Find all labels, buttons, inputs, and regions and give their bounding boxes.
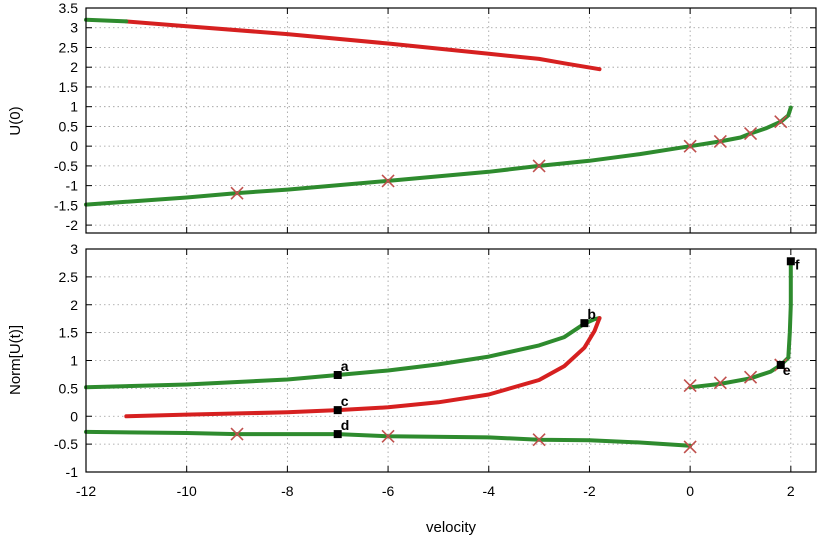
top-y-tick-label: -2 (66, 217, 79, 233)
bottom-plot-frame (85, 248, 817, 473)
bottom-cross-marker (230, 427, 244, 441)
point-marker-d (333, 430, 342, 439)
point-label-a: a (341, 358, 349, 374)
top-panel: -2 -1.5 -1 -0.5 0 0.5 1 1.5 2 2.5 3 3.5 (54, 0, 817, 234)
bottom-x-tick-label: -8 (281, 483, 294, 499)
point-label-b: b (587, 306, 596, 322)
bottom-y-tick-label: 2 (70, 297, 78, 313)
bottom-y-axis-label: Norm[U(t)] (7, 325, 24, 395)
bottom-y-tick-label: 3 (70, 241, 78, 257)
bottom-x-tick-label: 2 (787, 483, 795, 499)
bottom-x-tick-label: -2 (583, 483, 596, 499)
bottom-y-tick-label: 2.5 (59, 269, 79, 285)
top-series-line-1 (84, 17, 129, 24)
x-axis-label: velocity (426, 519, 477, 536)
top-y-tick-label: -1.5 (54, 197, 78, 213)
top-y-tick-label: 3 (70, 20, 78, 36)
top-y-tick-label: 2.5 (59, 39, 79, 55)
top-cross-marker (381, 174, 395, 188)
top-cross-marker (743, 126, 758, 141)
top-y-tick-label: 1.5 (59, 79, 79, 95)
bottom-y-tick-label: 1 (70, 353, 78, 369)
top-cross-marker (713, 134, 727, 148)
point-marker-f (786, 257, 795, 266)
point-label-f: f (795, 256, 800, 272)
bottom-cross-marker (743, 370, 758, 384)
top-y-tick-label: 2 (70, 59, 78, 75)
bottom-x-tick-label: -12 (76, 483, 96, 499)
top-cross-marker (683, 139, 697, 153)
top-y-tick-label: 0.5 (59, 118, 79, 134)
bottom-cross-marker (683, 379, 697, 393)
top-plot-frame (85, 7, 817, 234)
bottom-y-tick-label: -1 (66, 464, 79, 480)
bottom-series-line-1 (124, 316, 602, 419)
point-label-c: c (341, 393, 349, 409)
bottom-cross-marker (713, 376, 727, 390)
bottom-cross-marker (532, 433, 546, 447)
top-y-tick-label: -0.5 (54, 158, 78, 174)
top-y-tick-label: -1 (66, 178, 79, 194)
bottom-y-tick-label: 1.5 (59, 325, 79, 341)
bottom-series-line-0 (84, 316, 602, 390)
top-y-tick-label: 1 (70, 99, 78, 115)
top-cross-marker (774, 115, 788, 129)
bottom-y-tick-label: -0.5 (54, 436, 78, 452)
top-series-line-0 (124, 19, 602, 72)
top-cross-marker (230, 186, 244, 200)
point-marker-a (333, 370, 342, 379)
bottom-series-line-2 (84, 429, 693, 448)
top-y-tick-label: 0 (70, 138, 78, 154)
point-label-e: e (783, 362, 791, 378)
bottom-panel: -1 -0.5 0 0.5 1 1.5 2 2.5 3 -12 -10 -8 -6 -4 -2 0 2 a b cd e… (54, 241, 817, 499)
bottom-x-tick-label: 0 (686, 483, 694, 499)
point-marker-c (333, 406, 342, 415)
point-marker-b (580, 319, 589, 328)
top-y-tick-label: 3.5 (59, 0, 79, 16)
bottom-x-tick-label: -10 (177, 483, 197, 499)
top-y-axis-label: U(0) (7, 106, 24, 135)
bottom-cross-marker (683, 440, 697, 454)
top-series-line-2 (84, 105, 793, 207)
point-marker-e (776, 360, 785, 369)
bottom-y-tick-label: 0.5 (59, 380, 79, 396)
bottom-cross-marker (381, 429, 395, 443)
bottom-y-tick-label: 0 (70, 408, 78, 424)
point-label-d: d (341, 417, 350, 433)
bottom-x-tick-label: -4 (483, 483, 496, 499)
bottom-x-tick-label: -6 (382, 483, 395, 499)
bottom-series-line-3 (688, 259, 793, 390)
top-cross-marker (532, 159, 546, 173)
